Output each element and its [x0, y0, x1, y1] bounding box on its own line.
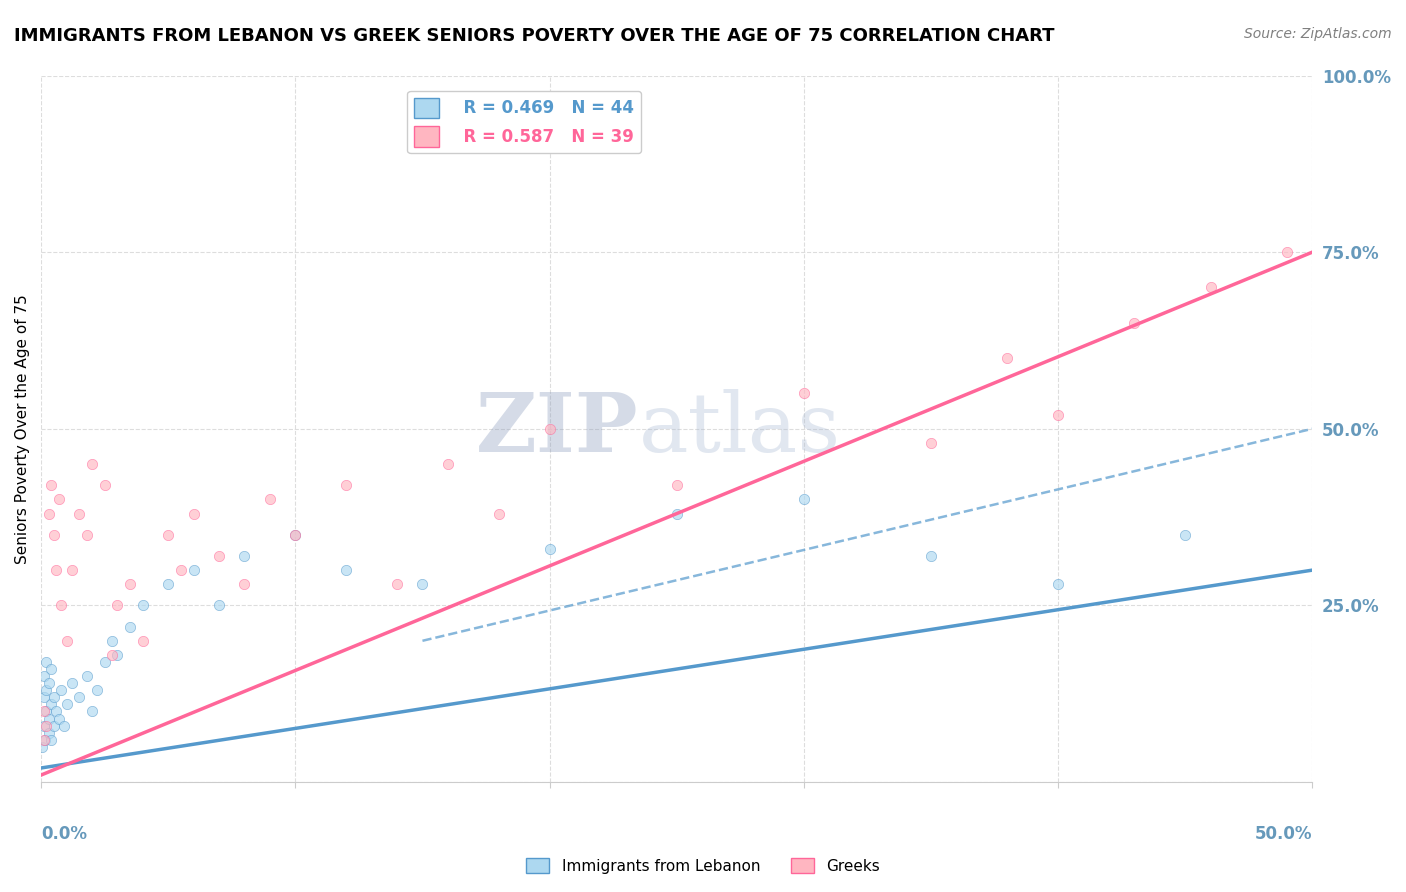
- Point: [93, 655, 115, 669]
- Point: [51, 599, 73, 613]
- Point: [35, 655, 58, 669]
- Point: [284, 528, 307, 542]
- Point: [39, 662, 62, 676]
- Point: [183, 507, 205, 521]
- Point: [42, 690, 65, 705]
- Point: [157, 528, 180, 542]
- Point: [32, 669, 55, 683]
- Point: [60, 563, 83, 577]
- Point: [101, 648, 124, 662]
- Point: [45, 705, 67, 719]
- Point: [385, 577, 408, 591]
- Point: [60, 676, 83, 690]
- Point: [76, 669, 98, 683]
- Point: [170, 563, 193, 577]
- Point: [488, 507, 510, 521]
- Point: [31, 739, 53, 754]
- Point: [67, 507, 90, 521]
- Point: [48, 492, 70, 507]
- Point: [793, 492, 815, 507]
- Point: [55, 633, 77, 648]
- Point: [1174, 528, 1197, 542]
- Point: [101, 633, 124, 648]
- Text: Source: ZipAtlas.com: Source: ZipAtlas.com: [1244, 27, 1392, 41]
- Point: [233, 577, 256, 591]
- Point: [995, 351, 1018, 366]
- Point: [284, 528, 307, 542]
- Text: 0.0%: 0.0%: [41, 824, 87, 843]
- Point: [38, 676, 60, 690]
- Point: [183, 563, 205, 577]
- Point: [51, 683, 73, 698]
- Point: [32, 718, 55, 732]
- Point: [920, 436, 942, 450]
- Point: [1123, 316, 1146, 330]
- Point: [32, 705, 55, 719]
- Point: [120, 577, 142, 591]
- Point: [411, 577, 433, 591]
- Legend: Immigrants from Lebanon, Greeks: Immigrants from Lebanon, Greeks: [520, 852, 886, 880]
- Point: [32, 732, 55, 747]
- Point: [38, 712, 60, 726]
- Point: [1275, 245, 1298, 260]
- Text: ZIP: ZIP: [477, 389, 638, 469]
- Point: [1047, 577, 1070, 591]
- Point: [132, 599, 155, 613]
- Point: [208, 599, 231, 613]
- Point: [259, 492, 281, 507]
- Point: [208, 549, 231, 563]
- Point: [42, 718, 65, 732]
- Point: [86, 683, 108, 698]
- Point: [93, 478, 115, 492]
- Point: [35, 718, 58, 732]
- Text: 50.0%: 50.0%: [1254, 824, 1312, 843]
- Text: atlas: atlas: [638, 389, 841, 469]
- Point: [39, 478, 62, 492]
- Point: [67, 690, 90, 705]
- Point: [45, 563, 67, 577]
- Point: [32, 690, 55, 705]
- Point: [665, 507, 688, 521]
- Point: [335, 563, 357, 577]
- Y-axis label: Seniors Poverty Over the Age of 75: Seniors Poverty Over the Age of 75: [15, 294, 30, 564]
- Point: [437, 457, 460, 471]
- Point: [39, 732, 62, 747]
- Point: [34, 732, 56, 747]
- Point: [105, 648, 128, 662]
- Point: [233, 549, 256, 563]
- Point: [48, 712, 70, 726]
- Text: IMMIGRANTS FROM LEBANON VS GREEK SENIORS POVERTY OVER THE AGE OF 75 CORRELATION : IMMIGRANTS FROM LEBANON VS GREEK SENIORS…: [14, 27, 1054, 45]
- Point: [538, 422, 561, 436]
- Point: [793, 386, 815, 401]
- Legend:   R = 0.469   N = 44,   R = 0.587   N = 39: R = 0.469 N = 44, R = 0.587 N = 39: [408, 91, 641, 153]
- Point: [120, 620, 142, 634]
- Point: [132, 633, 155, 648]
- Point: [1199, 280, 1222, 294]
- Point: [80, 457, 103, 471]
- Point: [538, 541, 561, 556]
- Point: [665, 478, 688, 492]
- Point: [105, 599, 128, 613]
- Point: [35, 683, 58, 698]
- Point: [42, 528, 65, 542]
- Point: [1047, 408, 1070, 422]
- Point: [39, 698, 62, 712]
- Point: [335, 478, 357, 492]
- Point: [920, 549, 942, 563]
- Point: [38, 507, 60, 521]
- Point: [38, 725, 60, 739]
- Point: [35, 705, 58, 719]
- Point: [76, 528, 98, 542]
- Point: [55, 698, 77, 712]
- Point: [53, 718, 76, 732]
- Point: [157, 577, 180, 591]
- Point: [80, 705, 103, 719]
